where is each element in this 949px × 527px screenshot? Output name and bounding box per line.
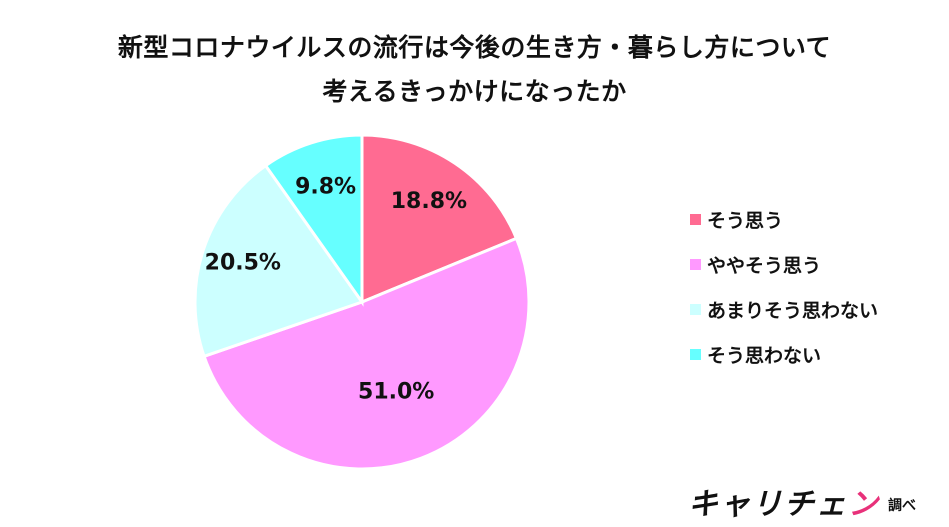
pie-data-label: 51.0%	[358, 380, 434, 405]
pie-slice	[263, 133, 364, 307]
source-credit: キャリチェン 調べ	[688, 483, 928, 522]
pie-slice	[193, 163, 365, 359]
legend-label: ややそう思う	[707, 255, 822, 277]
legend-label: そう思わない	[707, 345, 822, 367]
pie-slice	[202, 236, 531, 471]
legend: そう思う ややそう思う あまりそう思わない そう思わない	[690, 208, 878, 388]
source-credit-suffix: 調べ	[888, 498, 916, 514]
legend-swatch	[690, 349, 701, 360]
legend-item: そう思う	[690, 208, 878, 232]
chart-title-line-1: 新型コロナウイルスの流行は今後の生き方・暮らし方について	[117, 33, 832, 62]
chart-title: 新型コロナウイルスの流行は今後の生き方・暮らし方について 考えるきっかけになった…	[0, 26, 949, 114]
legend-swatch	[690, 304, 701, 315]
brand-logo-accent: ン	[848, 487, 880, 522]
legend-label: あまりそう思わない	[707, 300, 879, 322]
legend-item: あまりそう思わない	[690, 298, 879, 322]
pie-data-label: 20.5%	[205, 251, 281, 276]
pie-data-label: 18.8%	[391, 189, 467, 214]
chart-title-line-2: 考えるきっかけになったか	[322, 77, 627, 106]
legend-label: そう思う	[707, 210, 784, 232]
legend-swatch	[690, 214, 701, 225]
legend-item: そう思わない	[690, 343, 878, 367]
brand-logo: キャリチェン	[688, 479, 880, 523]
legend-swatch	[690, 259, 701, 270]
pie-data-label: 9.8%	[295, 174, 356, 199]
pie-slice	[360, 133, 519, 305]
legend-item: ややそう思う	[690, 253, 878, 277]
brand-logo-text: キャリチェ	[688, 487, 848, 522]
